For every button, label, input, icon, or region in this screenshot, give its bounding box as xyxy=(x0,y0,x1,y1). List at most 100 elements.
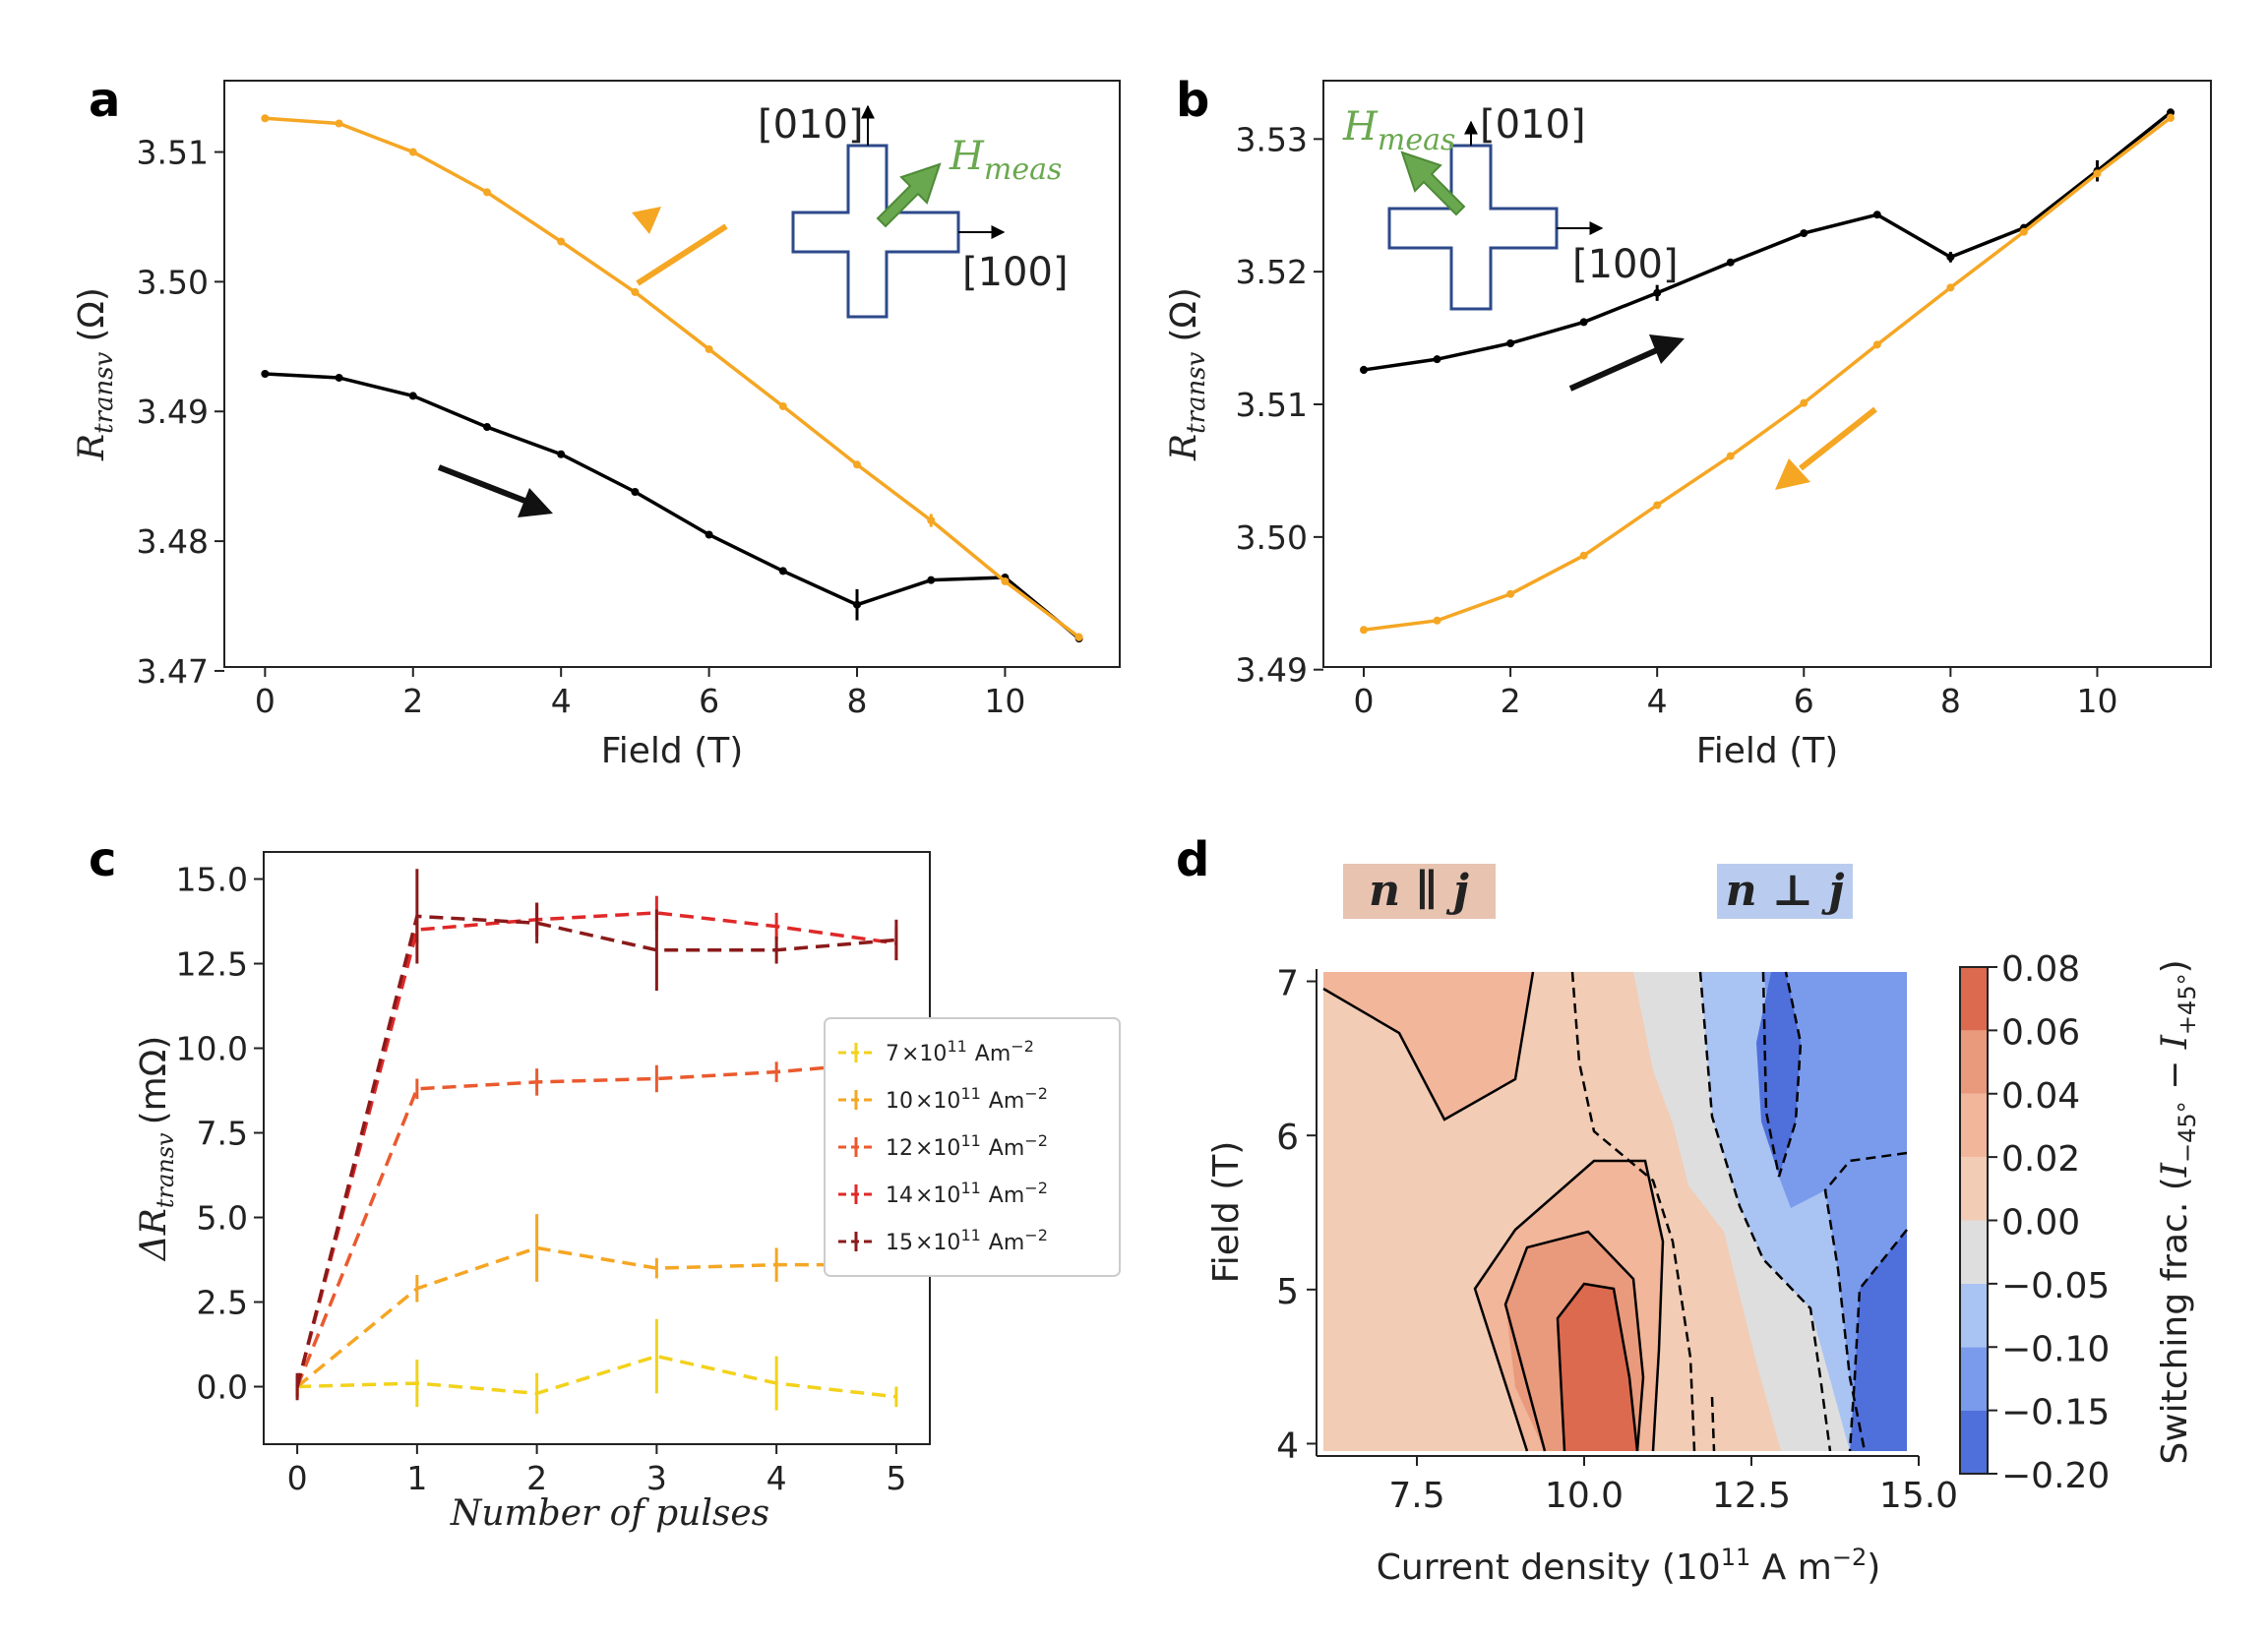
legend-coef-4: 15 xyxy=(886,1231,913,1255)
y-tick-label-d: 4 xyxy=(1276,1425,1299,1466)
sweep-down-arrow-line-a xyxy=(636,223,728,286)
panel-c: c 0 1 2 3 4 50.02.55.07.510.012.515.0 7×1011 A… xyxy=(89,832,1121,1534)
x-label-exp2-d: −2 xyxy=(1832,1544,1867,1571)
data-point-b-1 xyxy=(1433,616,1441,625)
data-point-b-1 xyxy=(1653,501,1662,510)
colorbar-tick-label: −0.10 xyxy=(2001,1329,2110,1369)
h-meas-main-b: H xyxy=(1342,104,1379,150)
colorbar-band-4 xyxy=(1960,1157,1988,1221)
cbar-label-end: ) xyxy=(2155,959,2195,973)
y-label-main-c: ΔR xyxy=(134,1208,174,1262)
contour-line-006 xyxy=(1556,1282,1639,1452)
legend-unit-2: Am xyxy=(989,1136,1024,1161)
y-tick-label-c: 2.5 xyxy=(197,1284,248,1322)
x-tick-label-a: 8 xyxy=(847,682,868,720)
y-axis-label-d: Field (T) xyxy=(1206,1141,1247,1284)
colorbar-band-5 xyxy=(1960,1093,1988,1158)
panel-b: b 0 2 4 6 8 10 3.49 3.50 3.51 3.52 3.53 [010] [100… xyxy=(1164,73,2212,771)
data-point-a-0 xyxy=(408,392,417,400)
sweep-down-arrowhead-a xyxy=(632,207,661,234)
data-point-b-0 xyxy=(1946,253,1955,262)
colorbar-band-3 xyxy=(1960,1220,1988,1284)
panel-letter-d: d xyxy=(1176,832,1209,887)
x-tick-label-d: 7.5 xyxy=(1388,1476,1444,1516)
cbar-label-i2: I xyxy=(2155,1034,2195,1050)
x-tick-label-a: 0 xyxy=(255,682,276,720)
legend-coef-1: 10 xyxy=(886,1089,913,1114)
h-meas-sub-a: meas xyxy=(984,152,1062,187)
series-line-a-0 xyxy=(265,372,1080,640)
y-label-main-b: R xyxy=(1164,434,1204,461)
legend-exp-1: 11 xyxy=(960,1084,980,1103)
legend-uexp-1: −2 xyxy=(1024,1084,1048,1103)
y-tick-label-a: 3.50 xyxy=(137,263,209,301)
legend-sci-4: ×10 xyxy=(915,1231,960,1255)
x-tick-label-c: 5 xyxy=(886,1459,906,1497)
data-point-a-1 xyxy=(1001,576,1010,585)
contour-line-002-top xyxy=(1322,971,1535,1122)
x-label-mid-d: A m xyxy=(1750,1547,1832,1588)
x-label-main-d: Current density (10 xyxy=(1377,1547,1721,1588)
legend-coef-2: 12 xyxy=(886,1136,913,1161)
x-tick-label-b: 8 xyxy=(1940,682,1961,720)
data-point-a-1 xyxy=(408,148,417,156)
cbar-label-sub2: +45° xyxy=(2174,973,2201,1035)
data-point-a-0 xyxy=(778,567,787,576)
colorbar-label: Switching frac. (I−45° − I+45°) xyxy=(2155,959,2201,1464)
y-label-unit-a: (Ω) xyxy=(72,287,112,342)
data-point-a-0 xyxy=(557,450,566,458)
x-tick-label-b: 6 xyxy=(1794,682,1814,720)
y-tick-label-b: 3.53 xyxy=(1236,120,1308,158)
y-axis-label-a: Rtransv (Ω) xyxy=(72,287,119,461)
colorbar-band-1 xyxy=(1960,1347,1988,1411)
y-label-sub-a: transv xyxy=(90,351,119,433)
colorbar-tick-label: −0.15 xyxy=(2001,1393,2110,1433)
legend-exp-0: 11 xyxy=(947,1037,966,1056)
x-tick-label-b: 0 xyxy=(1354,682,1375,720)
legend-label-1: 10×1011 Am−2 xyxy=(886,1084,1048,1114)
x-tick-label-c: 1 xyxy=(406,1459,427,1497)
legend-uexp-4: −2 xyxy=(1024,1226,1048,1244)
contour-line-neg015-top xyxy=(1761,971,1803,1178)
h-meas-label-a: Hmeas xyxy=(949,134,1062,187)
data-point-b-0 xyxy=(1360,365,1368,374)
legend-exp-3: 11 xyxy=(960,1179,980,1197)
y-tick-label-c: 7.5 xyxy=(197,1115,248,1153)
sweep-up-arrow-line-a xyxy=(437,464,529,505)
contour-line-002-mid xyxy=(1473,1159,1665,1452)
x-tick-label-b: 4 xyxy=(1647,682,1668,720)
x-label-exp1-d: 11 xyxy=(1721,1544,1751,1571)
y-axis-label-b: Rtransv (Ω) xyxy=(1164,287,1211,461)
y-label-main-a: R xyxy=(72,434,112,461)
panel-d: d n ∥ j n ⊥ j xyxy=(1176,832,2201,1588)
x-tick-label-b: 2 xyxy=(1501,682,1521,720)
data-point-a-0 xyxy=(261,370,270,378)
x-tick-label-a: 10 xyxy=(984,682,1025,720)
contour-line-004 xyxy=(1503,1230,1645,1452)
legend-uexp-3: −2 xyxy=(1024,1179,1048,1197)
panel-letter-a: a xyxy=(89,73,120,128)
x-tick-label-c: 3 xyxy=(646,1459,667,1497)
x-tick-label-d: 10.0 xyxy=(1545,1476,1624,1516)
data-point-a-0 xyxy=(927,576,936,584)
x-tick-label-a: 6 xyxy=(699,682,719,720)
data-point-b-1 xyxy=(1800,398,1808,407)
series-line-c-3 xyxy=(295,911,897,1387)
contour-line-neg010 xyxy=(1698,971,1832,1452)
legend-label-0: 7×1011 Am−2 xyxy=(886,1037,1034,1066)
y-label-sub-b: transv xyxy=(1182,351,1211,433)
legend-c: 7×1011 Am−210×1011 Am−212×1011 Am−214×1011 A… xyxy=(824,1017,1121,1277)
data-point-b-0 xyxy=(1872,211,1881,219)
legend-label-2: 12×1011 Am−2 xyxy=(886,1131,1048,1161)
legend-sci-0: ×10 xyxy=(901,1042,947,1066)
contour-line-neg005-a xyxy=(1570,971,1696,1452)
sweep-down-arrowhead-b xyxy=(1775,458,1810,490)
contour-level-002-to-004-top xyxy=(1323,972,1533,1120)
colorbar-tick-label: −0.05 xyxy=(2001,1266,2110,1306)
x-tick-label-c: 4 xyxy=(766,1459,787,1497)
y-tick-label-d: 6 xyxy=(1276,1118,1299,1158)
data-point-b-0 xyxy=(1726,258,1735,267)
y-tick-label-d: 5 xyxy=(1276,1272,1299,1312)
sweep-up-arrowhead-a xyxy=(518,488,553,517)
label-100-a: [100] xyxy=(962,250,1069,295)
